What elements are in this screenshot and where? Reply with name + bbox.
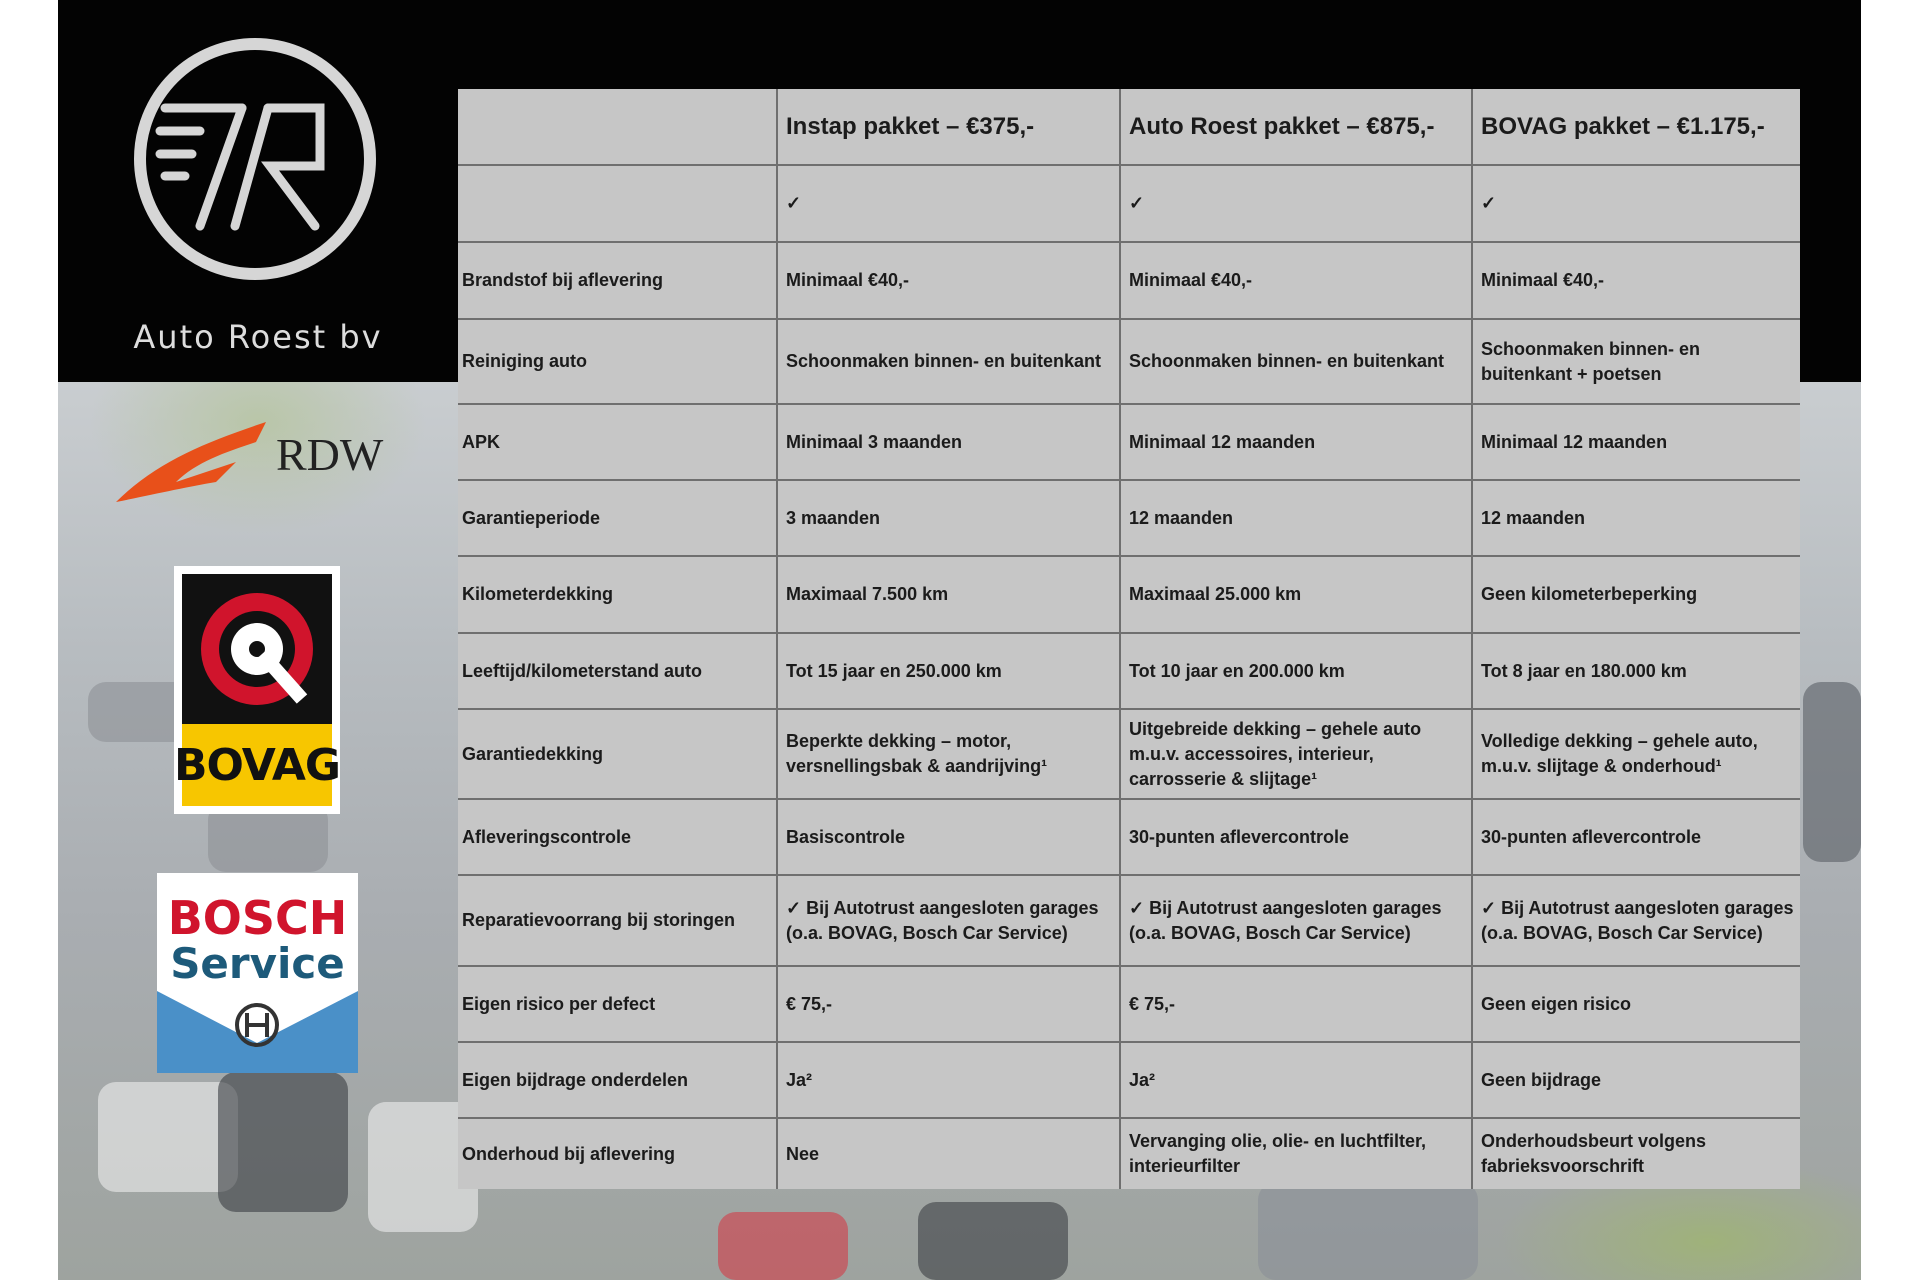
cell-value: Vervanging olie, olie- en luchtfilter, i… (1119, 1117, 1473, 1189)
bovag-label: BOVAG (174, 724, 341, 806)
cell-value: Basiscontrole (776, 798, 1121, 876)
row-label: Afleveringscontrole (458, 798, 778, 876)
cell-value: Minimaal 3 maanden (776, 403, 1121, 481)
table-row: Garantieperiode 3 maanden 12 maanden 12 maa… (458, 479, 1800, 557)
cell-value: Uitgebreide dekking – gehele auto m.u.v.… (1119, 708, 1473, 800)
cell-value: ✓ Bij Autotrust aangesloten garages (o.a… (776, 874, 1121, 967)
cell-value: Tot 10 jaar en 200.000 km (1119, 632, 1473, 710)
cell-value: Maximaal 25.000 km (1119, 555, 1473, 634)
cell-value: ✓ (1471, 165, 1800, 243)
table-row: Reiniging auto Schoonmaken binnen- en bui… (458, 318, 1800, 405)
bovag-emblem-icon (182, 574, 332, 724)
header-auto-roest: Auto Roest pakket – €875,- (1119, 89, 1473, 166)
row-label: APK (458, 403, 778, 481)
cell-value: 30-punten aflevercontrole (1119, 798, 1473, 876)
table-row: ✓ ✓ ✓ (458, 165, 1800, 243)
cell-value: Schoonmaken binnen- en buitenkant + poet… (1471, 318, 1800, 405)
header-bovag: BOVAG pakket – €1.175,- (1471, 89, 1800, 166)
row-label: Brandstof bij aflevering (458, 241, 778, 320)
table-row: Reparatievoorrang bij storingen ✓ Bij Aut… (458, 874, 1800, 967)
cell-value: € 75,- (776, 965, 1121, 1043)
cell-value: 3 maanden (776, 479, 1121, 557)
row-label: Onderhoud bij aflevering (458, 1117, 778, 1189)
table-row: Brandstof bij aflevering Minimaal €40,- Mi… (458, 241, 1800, 320)
table-row: Eigen risico per defect € 75,- € 75,- Geen … (458, 965, 1800, 1043)
row-label: Leeftijd/kilometerstand auto (458, 632, 778, 710)
cell-value: ✓ (1119, 165, 1473, 243)
cell-value: Tot 8 jaar en 180.000 km (1471, 632, 1800, 710)
cell-value: Tot 15 jaar en 250.000 km (776, 632, 1121, 710)
row-label: Eigen risico per defect (458, 965, 778, 1043)
row-label (458, 165, 778, 243)
cell-value: Minimaal €40,- (776, 241, 1121, 320)
row-label: Eigen bijdrage onderdelen (458, 1041, 778, 1119)
cell-value: Minimaal 12 maanden (1471, 403, 1800, 481)
cell-value: Ja² (1119, 1041, 1473, 1119)
header-instap: Instap pakket – €375,- (776, 89, 1121, 166)
table-row: Afleveringscontrole Basiscontrole 30-punte… (458, 798, 1800, 876)
cell-value: Nee (776, 1117, 1121, 1189)
package-comparison-table: Instap pakket – €375,- Auto Roest pakket… (458, 89, 1800, 1189)
bosch-shield-icon (157, 991, 358, 1073)
rdw-logo-icon (116, 422, 266, 502)
cell-value: Onderhoudsbeurt volgens fabrieksvoorschr… (1471, 1117, 1800, 1189)
cell-value: Geen eigen risico (1471, 965, 1800, 1043)
cell-value: 12 maanden (1119, 479, 1473, 557)
table-row: Leeftijd/kilometerstand auto Tot 15 jaar … (458, 632, 1800, 710)
table-row: Garantiedekking Beperkte dekking – motor,… (458, 708, 1800, 800)
table-row: Kilometerdekking Maximaal 7.500 km Maximaa… (458, 555, 1800, 634)
bosch-service-badge: BOSCH Service (157, 873, 358, 1073)
row-label: Kilometerdekking (458, 555, 778, 634)
cell-value: Beperkte dekking – motor, versnellingsba… (776, 708, 1121, 800)
cell-value: Geen bijdrage (1471, 1041, 1800, 1119)
cell-value: Minimaal €40,- (1119, 241, 1473, 320)
service-label: Service (170, 939, 345, 988)
cell-value: Volledige dekking – gehele auto, m.u.v. … (1471, 708, 1800, 800)
cell-value: ✓ Bij Autotrust aangesloten garages (o.a… (1119, 874, 1473, 967)
brand-name: Auto Roest bv (133, 318, 383, 356)
cell-value: ✓ (776, 165, 1121, 243)
table-header-row: Instap pakket – €375,- Auto Roest pakket… (458, 89, 1800, 166)
cell-value: Minimaal €40,- (1471, 241, 1800, 320)
header-empty (458, 89, 778, 166)
row-label: Garantieperiode (458, 479, 778, 557)
auto-roest-logo-icon (134, 38, 376, 280)
table-row: APK Minimaal 3 maanden Minimaal 12 maanden… (458, 403, 1800, 481)
cell-value: Maximaal 7.500 km (776, 555, 1121, 634)
table-row: Onderhoud bij aflevering Nee Vervanging ol… (458, 1117, 1800, 1189)
rdw-logo-text: RDW (276, 429, 384, 480)
cell-value: € 75,- (1119, 965, 1473, 1043)
cell-value: 30-punten aflevercontrole (1471, 798, 1800, 876)
cell-value: Schoonmaken binnen- en buitenkant (776, 318, 1121, 405)
cell-value: 12 maanden (1471, 479, 1800, 557)
cell-value: Geen kilometerbeperking (1471, 555, 1800, 634)
bosch-label: BOSCH (167, 891, 348, 945)
cell-value: Minimaal 12 maanden (1119, 403, 1473, 481)
bovag-badge: BOVAG (174, 566, 341, 814)
page: Auto Roest bv RDW BOVAG BOSCH Service In… (58, 0, 1861, 1280)
table-row: Eigen bijdrage onderdelen Ja² Ja² Geen bijd… (458, 1041, 1800, 1119)
row-label: Garantiedekking (458, 708, 778, 800)
cell-value: Schoonmaken binnen- en buitenkant (1119, 318, 1473, 405)
row-label: Reparatievoorrang bij storingen (458, 874, 778, 967)
row-label: Reiniging auto (458, 318, 778, 405)
cell-value: ✓ Bij Autotrust aangesloten garages (o.a… (1471, 874, 1800, 967)
cell-value: Ja² (776, 1041, 1121, 1119)
